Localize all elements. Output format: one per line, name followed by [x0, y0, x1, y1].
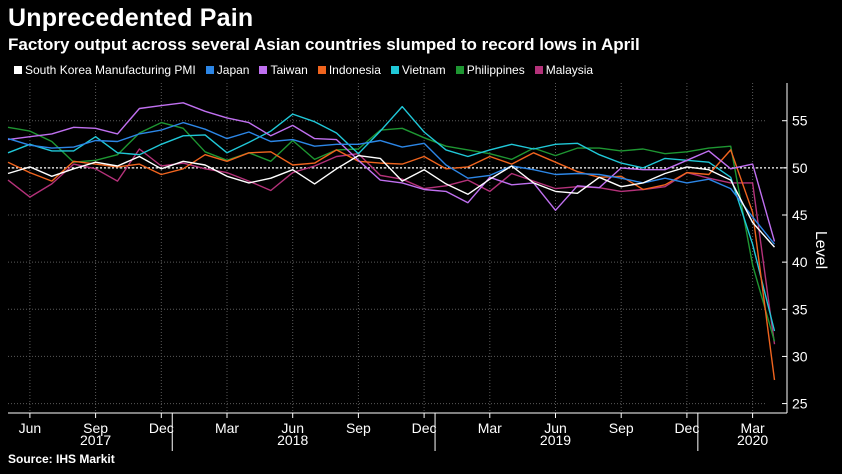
x-year-label: 2020 [737, 432, 768, 448]
legend-item-taiwan: Taiwan [259, 63, 308, 77]
legend-item-south-korea: South Korea Manufacturing PMI [14, 63, 196, 77]
legend-label-japan: Japan [216, 63, 250, 77]
legend-item-malaysia: Malaysia [534, 63, 594, 77]
y-tick-label: 55 [792, 113, 808, 129]
x-tick-label: Dec [412, 420, 437, 436]
legend-item-philippines: Philippines [455, 63, 525, 77]
x-year-label: 2018 [277, 432, 308, 448]
legend-label-taiwan: Taiwan [270, 63, 308, 77]
y-tick-label: 30 [792, 348, 808, 364]
legend-label-malaysia: Malaysia [545, 63, 594, 77]
legend-item-indonesia: Indonesia [317, 63, 381, 77]
legend-swatch-vietnam [390, 66, 399, 74]
x-tick-label: Jun [19, 420, 42, 436]
chart-legend: South Korea Manufacturing PMI Japan Taiw… [14, 63, 593, 77]
series-line-south-korea [7, 154, 776, 248]
x-tick-label: Dec [674, 420, 699, 436]
y-tick-label: 40 [792, 254, 808, 270]
legend-swatch-malaysia [534, 66, 543, 74]
legend-label-south-korea: South Korea Manufacturing PMI [25, 63, 196, 77]
y-tick-label: 50 [792, 160, 808, 176]
legend-label-vietnam: Vietnam [401, 63, 446, 77]
y-axis-label: Level [812, 231, 829, 269]
legend-swatch-taiwan [259, 66, 268, 74]
x-year-label: 2017 [80, 432, 111, 448]
y-tick-label: 25 [792, 396, 808, 412]
chart-series [7, 102, 776, 381]
x-tick-label: Jun [281, 420, 304, 436]
x-tick-label: Sep [346, 420, 371, 436]
series-line-indonesia [7, 149, 776, 381]
series-line-vietnam [7, 105, 776, 332]
legend-swatch-south-korea [14, 66, 22, 74]
y-tick-label: 45 [792, 207, 808, 223]
x-tick-label: Sep [609, 420, 634, 436]
x-tick-label: Jun [544, 420, 567, 436]
source-note: Source: IHS Markit [8, 452, 115, 466]
series-line-malaysia [7, 148, 776, 345]
x-year-label: 2019 [540, 432, 571, 448]
chart-title: Unprecedented Pain [8, 4, 254, 32]
chart-axes: 25 30 35 40 45 50 55 Jun Sep Dec Mar Jun Sep Dec Mar Ju… [8, 83, 808, 451]
y-tick-label: 35 [792, 301, 808, 317]
x-tick-label: Dec [149, 420, 174, 436]
x-tick-label: Mar [741, 420, 765, 436]
chart-subtitle: Factory output across several Asian coun… [8, 35, 640, 54]
chart-grid [8, 83, 787, 413]
x-tick-label: Mar [478, 420, 502, 436]
legend-label-philippines: Philippines [466, 63, 525, 77]
legend-label-indonesia: Indonesia [328, 63, 381, 77]
x-tick-label: Sep [83, 420, 108, 436]
legend-swatch-japan [205, 66, 214, 74]
x-tick-label: Mar [215, 420, 239, 436]
legend-item-vietnam: Vietnam [390, 63, 446, 77]
legend-item-japan: Japan [205, 63, 250, 77]
series-line-philippines [7, 121, 776, 342]
series-line-japan [7, 121, 776, 245]
legend-swatch-philippines [455, 66, 464, 74]
legend-swatch-indonesia [317, 66, 326, 74]
series-line-taiwan [7, 102, 776, 242]
